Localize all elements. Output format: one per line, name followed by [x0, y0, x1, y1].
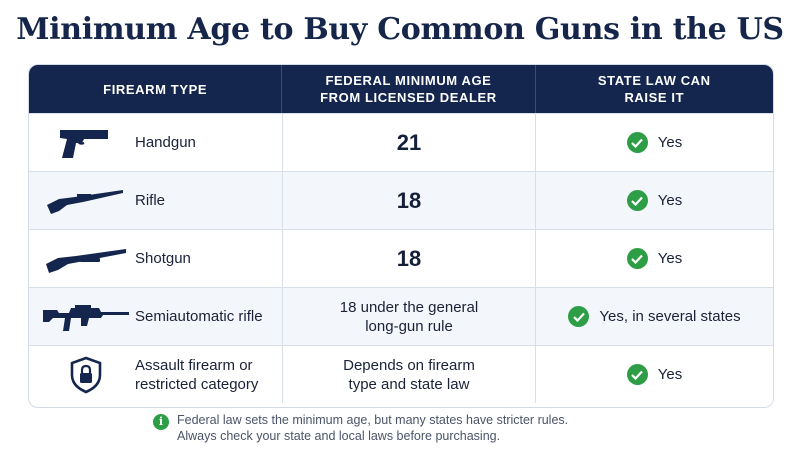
- state-law-cell: Yes: [535, 114, 773, 171]
- shotgun-icon: [37, 244, 135, 274]
- federal-age-cell: 21: [282, 114, 535, 171]
- footer-line-1: Federal law sets the minimum age, but ma…: [177, 413, 569, 427]
- firearm-type-label: Rifle: [135, 192, 166, 209]
- state-law-cell: Yes: [535, 346, 773, 403]
- footer-note: i Federal law sets the minimum age, but …: [153, 412, 753, 444]
- federal-age-value: 18: [396, 187, 422, 213]
- firearm-type-cell: Handgun: [29, 114, 282, 171]
- shield-lock-icon: [37, 356, 135, 394]
- check-icon: [626, 132, 648, 153]
- firearm-type-label: Assault firearm or restricted category: [135, 356, 259, 393]
- table-header: FIREARM TYPE FEDERAL MINIMUM AGE FROM LI…: [29, 65, 773, 113]
- firearm-type-cell: Rifle: [29, 172, 282, 229]
- federal-age-value: Depends on firearm type and state law: [343, 356, 475, 393]
- table-row: Handgun 21 Yes: [29, 113, 773, 171]
- age-table: FIREARM TYPE FEDERAL MINIMUM AGE FROM LI…: [28, 64, 774, 408]
- firearm-type-cell: Assault firearm or restricted category: [29, 346, 282, 403]
- state-law-cell: Yes: [535, 230, 773, 287]
- check-icon: [568, 306, 590, 327]
- firearm-type-cell: Shotgun: [29, 230, 282, 287]
- federal-age-value: 18: [396, 245, 422, 271]
- header-firearm-type: FIREARM TYPE: [103, 81, 208, 97]
- firearm-type-cell: Semiautomatic rifle: [29, 288, 282, 345]
- firearm-type-label: Handgun: [135, 134, 196, 151]
- page-title: Minimum Age to Buy Common Guns in the US: [16, 12, 784, 47]
- info-icon: i: [153, 414, 169, 430]
- state-law-value: Yes: [657, 366, 683, 383]
- table-row: Shotgun 18 Yes: [29, 229, 773, 287]
- check-icon: [626, 190, 648, 211]
- state-law-value: Yes, in several states: [599, 308, 741, 325]
- federal-age-cell: 18: [282, 172, 535, 229]
- federal-age-cell: 18 under the general long-gun rule: [282, 288, 535, 345]
- header-state-label: STATE LAW CAN RAISE IT: [597, 73, 711, 105]
- firearm-type-label: Shotgun: [135, 250, 191, 267]
- federal-age-cell: Depends on firearm type and state law: [282, 346, 535, 403]
- check-icon: [626, 364, 648, 385]
- table-row: Semiautomatic rifle 18 under the general…: [29, 287, 773, 345]
- handgun-icon: [37, 126, 135, 160]
- footer-line-2: Always check your state and local laws b…: [177, 429, 501, 443]
- state-law-value: Yes: [657, 192, 683, 209]
- state-law-cell: Yes: [535, 172, 773, 229]
- table-row: Assault firearm or restricted category D…: [29, 345, 773, 403]
- check-icon: [626, 248, 648, 269]
- state-law-value: Yes: [657, 250, 683, 267]
- state-law-value: Yes: [657, 134, 683, 151]
- federal-age-value: 18 under the general long-gun rule: [339, 298, 479, 335]
- header-state-law: STATE LAW CAN RAISE IT: [534, 65, 773, 113]
- rifle-icon: [37, 186, 135, 216]
- table-row: Rifle 18 Yes: [29, 171, 773, 229]
- state-law-cell: Yes, in several states: [535, 288, 773, 345]
- federal-age-cell: 18: [282, 230, 535, 287]
- table-body: Handgun 21 Yes Rifle 18 Yes: [29, 113, 773, 403]
- header-federal-minimum-age: FEDERAL MINIMUM AGE FROM LICENSED DEALER: [281, 65, 534, 113]
- firearm-type-label: Semiautomatic rifle: [135, 308, 263, 325]
- federal-age-value: 21: [396, 129, 422, 155]
- semiautomatic-rifle-icon: [37, 300, 135, 334]
- header-federal-label: FEDERAL MINIMUM AGE FROM LICENSED DEALER: [320, 73, 497, 105]
